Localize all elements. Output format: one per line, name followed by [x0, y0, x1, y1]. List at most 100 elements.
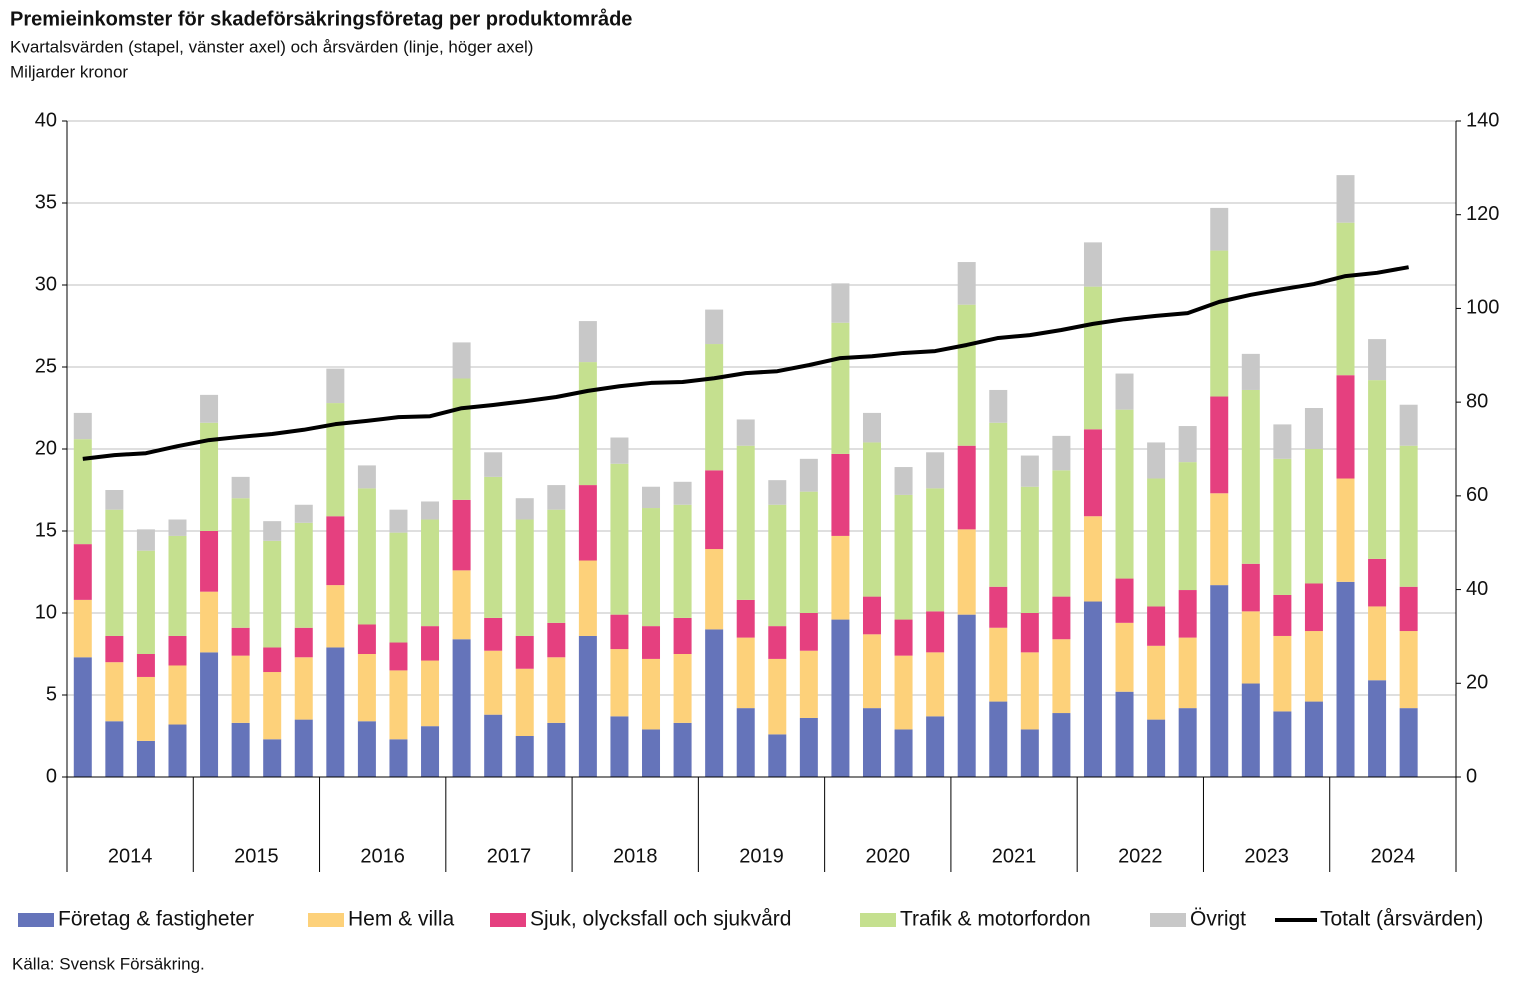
bar-segment [231, 655, 250, 723]
bar-segment [578, 485, 597, 561]
bar-segment [1304, 631, 1323, 702]
bar-segment [578, 560, 597, 636]
x-tick-label: 2016 [360, 845, 405, 867]
bar-segment [1020, 729, 1039, 777]
bar-segment [1399, 631, 1418, 709]
bar-segment [484, 617, 503, 651]
bar-segment [673, 654, 692, 723]
y-tick-label: 25 [35, 355, 57, 377]
x-tick-label: 2018 [613, 845, 658, 867]
bar-segment [1115, 373, 1134, 410]
bar-segment [1368, 339, 1387, 381]
y2-tick-label: 80 [1466, 390, 1488, 412]
bar-segment [1273, 711, 1292, 777]
bar-segment [200, 422, 219, 531]
bar-segment [1052, 470, 1071, 597]
legend-swatch [18, 913, 54, 927]
bar-segment [1241, 353, 1260, 390]
y2-tick-label: 20 [1466, 672, 1488, 694]
bar-segment [168, 724, 187, 777]
bar-segment [926, 611, 945, 653]
unit-label: Miljarder kronor [10, 62, 128, 81]
bar-segment [926, 452, 945, 489]
bar-segment [799, 613, 818, 651]
bar-segment [705, 344, 724, 471]
bar-segment [768, 626, 787, 659]
legend-label: Företag & fastigheter [58, 908, 254, 931]
bar-segment [389, 670, 408, 740]
bar-segment [105, 721, 124, 777]
bar-segment [1115, 409, 1134, 579]
bar-segment [1210, 493, 1229, 586]
bar-segment [1368, 380, 1387, 559]
bar-segment [705, 470, 724, 550]
bar-segment [894, 494, 913, 620]
bar-segment [1336, 175, 1355, 223]
bar-segment [1304, 583, 1323, 632]
bar-segment [1083, 429, 1102, 517]
bar-segment [1052, 435, 1071, 471]
bar-segment [642, 508, 661, 627]
bar-segment [452, 499, 471, 571]
legend-swatch [308, 913, 344, 927]
bar-segment [73, 544, 92, 600]
bar-segment [136, 740, 155, 777]
bar-segment [421, 660, 440, 727]
bar-segment [1336, 222, 1355, 376]
bar-segment [1147, 478, 1166, 607]
bar-segment [1399, 404, 1418, 446]
bar-segment [389, 739, 408, 777]
bar-segment [1210, 585, 1229, 777]
bar-segment [263, 540, 282, 648]
bar-segment [515, 498, 534, 520]
y2-tick-label: 60 [1466, 484, 1488, 506]
x-tick-label: 2017 [487, 845, 532, 867]
bar-segment [1083, 516, 1102, 602]
bar-segment [862, 596, 881, 635]
bar-segment [1020, 455, 1039, 487]
bar-segment [515, 635, 534, 669]
bar-segment [105, 490, 124, 510]
bar-segment [389, 642, 408, 671]
bar-segment [831, 283, 850, 323]
bar-segment [578, 635, 597, 777]
bar-segment [1115, 691, 1134, 777]
bar-segment [263, 672, 282, 740]
bar-segment [1241, 683, 1260, 777]
bar-segment [1210, 207, 1229, 251]
bar-segment [547, 622, 566, 658]
bar-segment [105, 662, 124, 722]
bar-segment [989, 701, 1008, 777]
bar-segment [578, 321, 597, 363]
bar-segment [736, 637, 755, 709]
bar-segment [1052, 713, 1071, 777]
bar-segment [862, 634, 881, 709]
bar-segment [389, 509, 408, 533]
bar-segment [1147, 606, 1166, 646]
bar-segment [515, 668, 534, 736]
bar-segment [421, 519, 440, 627]
bar-segment [705, 309, 724, 345]
bar-segment [926, 716, 945, 777]
bar-segment [73, 657, 92, 777]
bar-segment [1178, 708, 1197, 777]
bar-segment [452, 639, 471, 777]
bar-segment [673, 481, 692, 505]
bar-segment [831, 535, 850, 620]
y-tick-label: 5 [46, 683, 57, 705]
bar-segment [989, 627, 1008, 702]
bar-segment [1241, 611, 1260, 684]
bar-segment [1020, 613, 1039, 653]
bar-segment [263, 647, 282, 673]
bar-segment [200, 591, 219, 653]
bar-segment [1304, 408, 1323, 449]
bar-segment [610, 716, 629, 777]
bar-segment [263, 521, 282, 541]
bar-segment [326, 368, 345, 404]
bar-segment [1115, 622, 1134, 692]
bar-segment [894, 619, 913, 656]
bar-segment [231, 722, 250, 777]
y-tick-label: 40 [35, 109, 57, 131]
legend-swatch [490, 913, 526, 927]
